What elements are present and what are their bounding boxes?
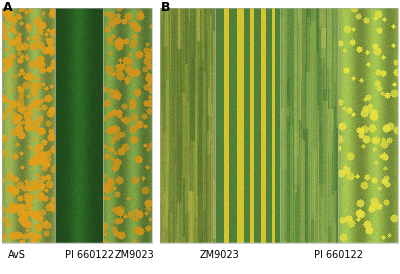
Bar bbox=[280, 8, 338, 243]
Text: AvS: AvS bbox=[8, 250, 26, 260]
Bar bbox=[215, 8, 280, 243]
Text: B: B bbox=[161, 1, 170, 14]
Text: ZM9023: ZM9023 bbox=[115, 250, 155, 260]
Text: PI 660122: PI 660122 bbox=[314, 250, 364, 260]
Bar bbox=[103, 8, 152, 243]
Bar bbox=[338, 8, 398, 243]
Bar bbox=[55, 8, 103, 243]
Text: PI 660122: PI 660122 bbox=[65, 250, 114, 260]
Bar bbox=[2, 8, 55, 243]
Text: ZM9023: ZM9023 bbox=[200, 250, 240, 260]
Bar bbox=[160, 8, 215, 243]
Text: A: A bbox=[3, 1, 13, 14]
